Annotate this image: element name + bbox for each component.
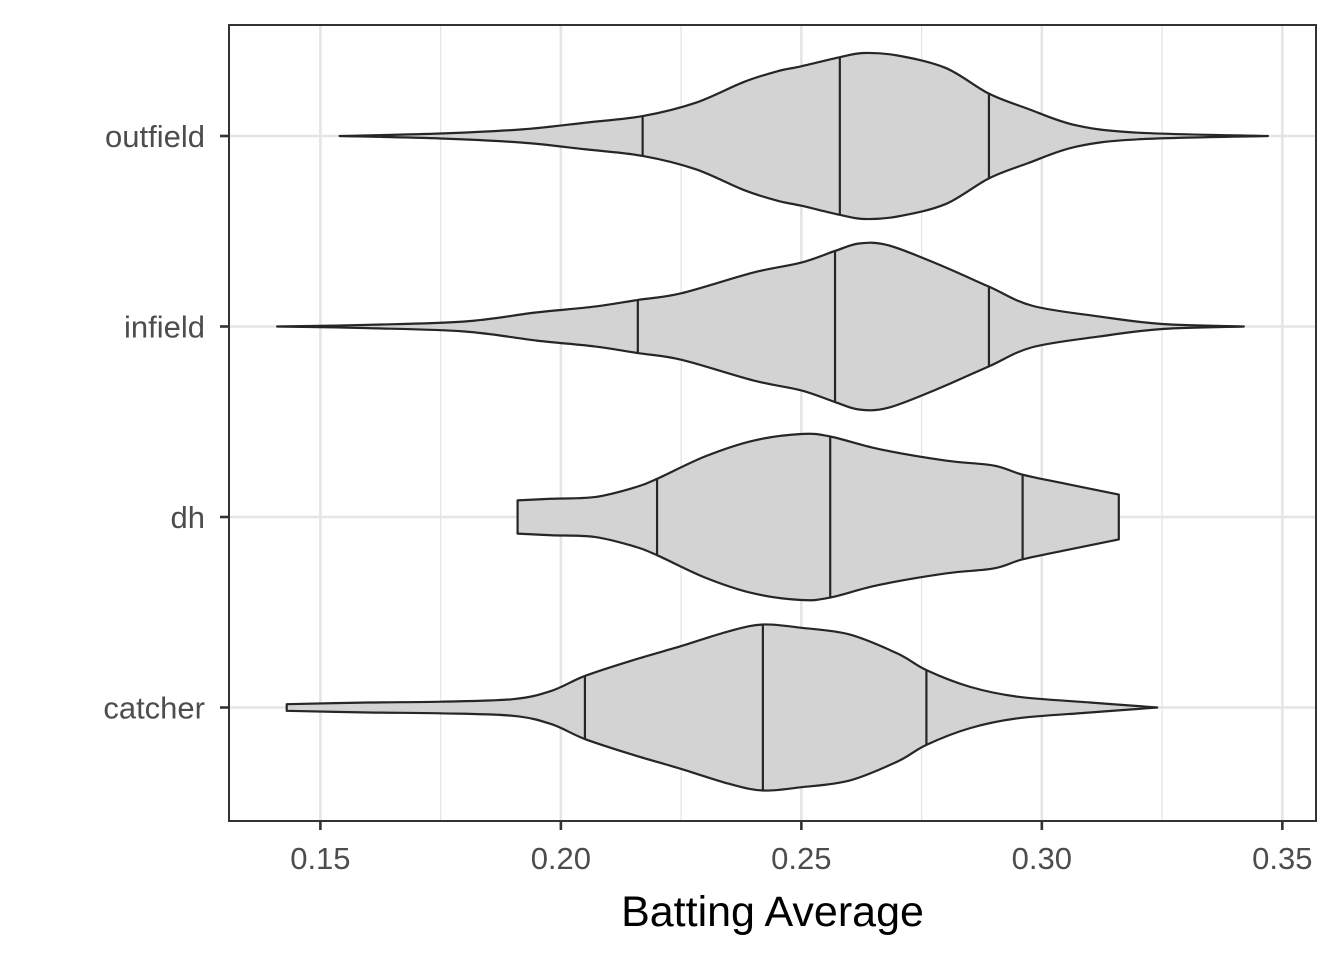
x-tick-label: 0.15 — [290, 841, 350, 876]
x-tick-label: 0.20 — [531, 841, 591, 876]
y-tick-label: infield — [124, 310, 205, 345]
panel-border — [228, 24, 1317, 822]
violins — [276, 51, 1269, 792]
x-tick-label: 0.35 — [1252, 841, 1312, 876]
y-tick-label: catcher — [103, 691, 205, 726]
violin-body — [516, 432, 1120, 602]
violin-infield — [276, 241, 1245, 412]
violin-dh — [516, 432, 1120, 602]
y-axis: outfield infield dh catcher — [103, 119, 229, 726]
x-tick-label: 0.25 — [771, 841, 831, 876]
y-tick-label: dh — [171, 500, 205, 535]
violin-catcher — [285, 623, 1159, 792]
violin-body — [285, 623, 1159, 792]
x-axis-title: Batting Average — [621, 888, 924, 936]
violin-body — [276, 241, 1245, 412]
violin-body — [338, 51, 1269, 221]
x-axis: 0.15 0.20 0.25 0.30 0.35 — [290, 821, 1313, 876]
y-tick-label: outfield — [105, 119, 205, 154]
violin-outfield — [338, 51, 1269, 221]
x-tick-label: 0.30 — [1012, 841, 1072, 876]
